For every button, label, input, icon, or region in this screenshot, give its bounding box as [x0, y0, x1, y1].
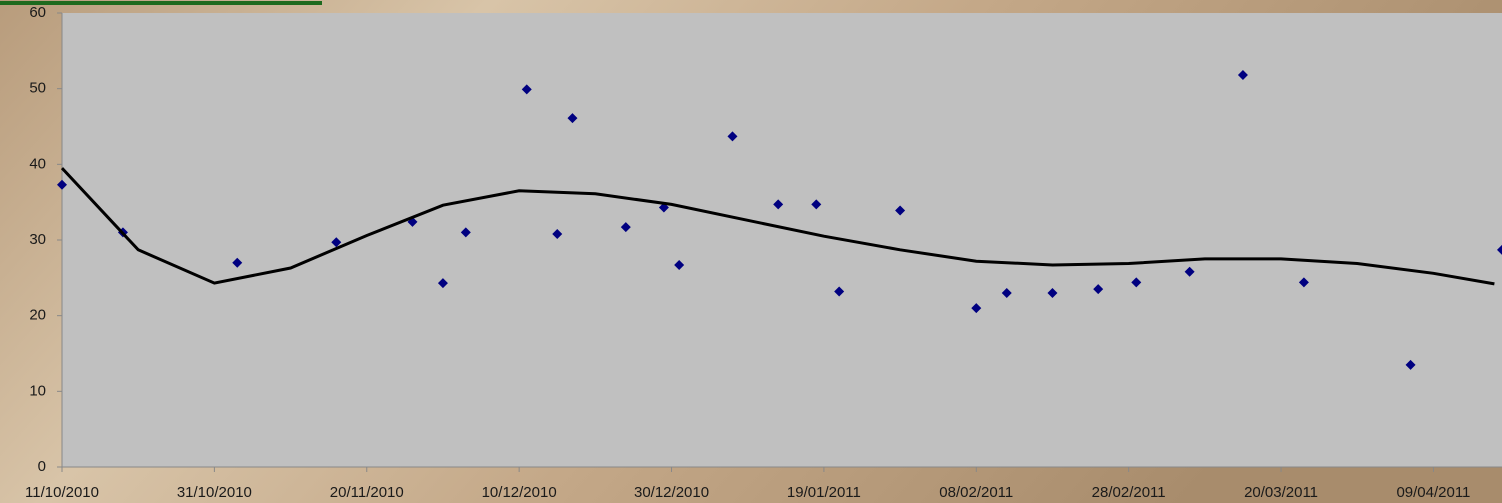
plot-area: [62, 13, 1502, 467]
data-point: [971, 303, 982, 314]
data-point: [1298, 277, 1309, 288]
x-tick-label: 10/12/2010: [482, 484, 557, 501]
x-tick-label: 31/10/2010: [177, 484, 252, 501]
data-point: [460, 227, 471, 238]
data-point: [1497, 244, 1502, 255]
data-point: [552, 228, 563, 239]
data-point: [1093, 284, 1104, 295]
data-point: [620, 222, 631, 233]
x-tick-label: 28/02/2011: [1092, 484, 1166, 501]
accent-bar: [0, 1, 322, 5]
data-point: [811, 199, 822, 210]
data-point: [727, 131, 738, 142]
y-tick-label: 60: [29, 4, 46, 21]
data-point: [834, 286, 845, 297]
x-tick-label: 20/03/2011: [1244, 484, 1318, 501]
y-tick-label: 40: [29, 155, 46, 172]
y-tick-label: 0: [38, 458, 46, 475]
x-tick-label: 11/10/2010: [25, 484, 99, 501]
x-tick-label: 19/01/2011: [787, 484, 861, 501]
data-point: [437, 278, 448, 289]
data-point: [567, 113, 578, 124]
y-tick-label: 30: [29, 231, 46, 248]
y-tick-label: 20: [29, 307, 46, 324]
data-point: [232, 257, 243, 268]
x-tick-label: 30/12/2010: [634, 484, 709, 501]
data-point: [1047, 287, 1058, 298]
data-point: [1001, 287, 1012, 298]
data-point: [331, 237, 342, 248]
y-tick-label: 10: [29, 382, 46, 399]
data-point: [1184, 266, 1195, 277]
x-tick-label: 08/02/2011: [939, 484, 1013, 501]
data-point: [895, 205, 906, 216]
x-tick-label: 09/04/2011: [1396, 484, 1470, 501]
trend-line: [60, 167, 1495, 286]
data-point: [1237, 70, 1248, 81]
data-point: [57, 179, 67, 190]
data-point: [773, 199, 784, 210]
data-point: [1405, 359, 1416, 370]
data-point: [521, 84, 532, 95]
data-point: [1131, 277, 1142, 288]
x-tick-label: 20/11/2010: [330, 484, 404, 501]
data-point: [674, 259, 685, 270]
y-tick-label: 50: [29, 80, 46, 97]
